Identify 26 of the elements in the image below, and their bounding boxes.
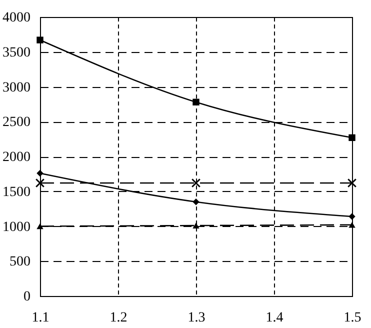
y-tick-label: 3000 [2,80,30,96]
point [36,170,44,177]
point [36,223,44,230]
point [192,198,200,206]
y-tick-label: 2500 [2,115,30,130]
x-tick-label: 1.1 [32,310,50,326]
y-tick-label: 2000 [2,150,30,165]
y-tick-label: 1000 [2,220,30,235]
y-tick-label: 3500 [2,45,30,60]
x-tick-label: 1.5 [344,310,362,326]
y-tick-label: 1500 [2,184,30,200]
point [348,134,356,142]
point [192,98,200,106]
y-tick-label: 500 [10,254,30,270]
point [192,222,200,228]
point [347,178,357,188]
point [36,36,44,44]
x-tick-label: 1.3 [188,310,206,326]
y-tick-label: 0 [24,290,30,304]
point [348,222,356,228]
point [191,178,201,188]
point [35,178,45,188]
x-tick-label: 1.2 [110,310,128,326]
y-tick-label: 4000 [2,10,30,26]
point [348,213,356,220]
x-tick-label: 1.4 [266,310,284,326]
